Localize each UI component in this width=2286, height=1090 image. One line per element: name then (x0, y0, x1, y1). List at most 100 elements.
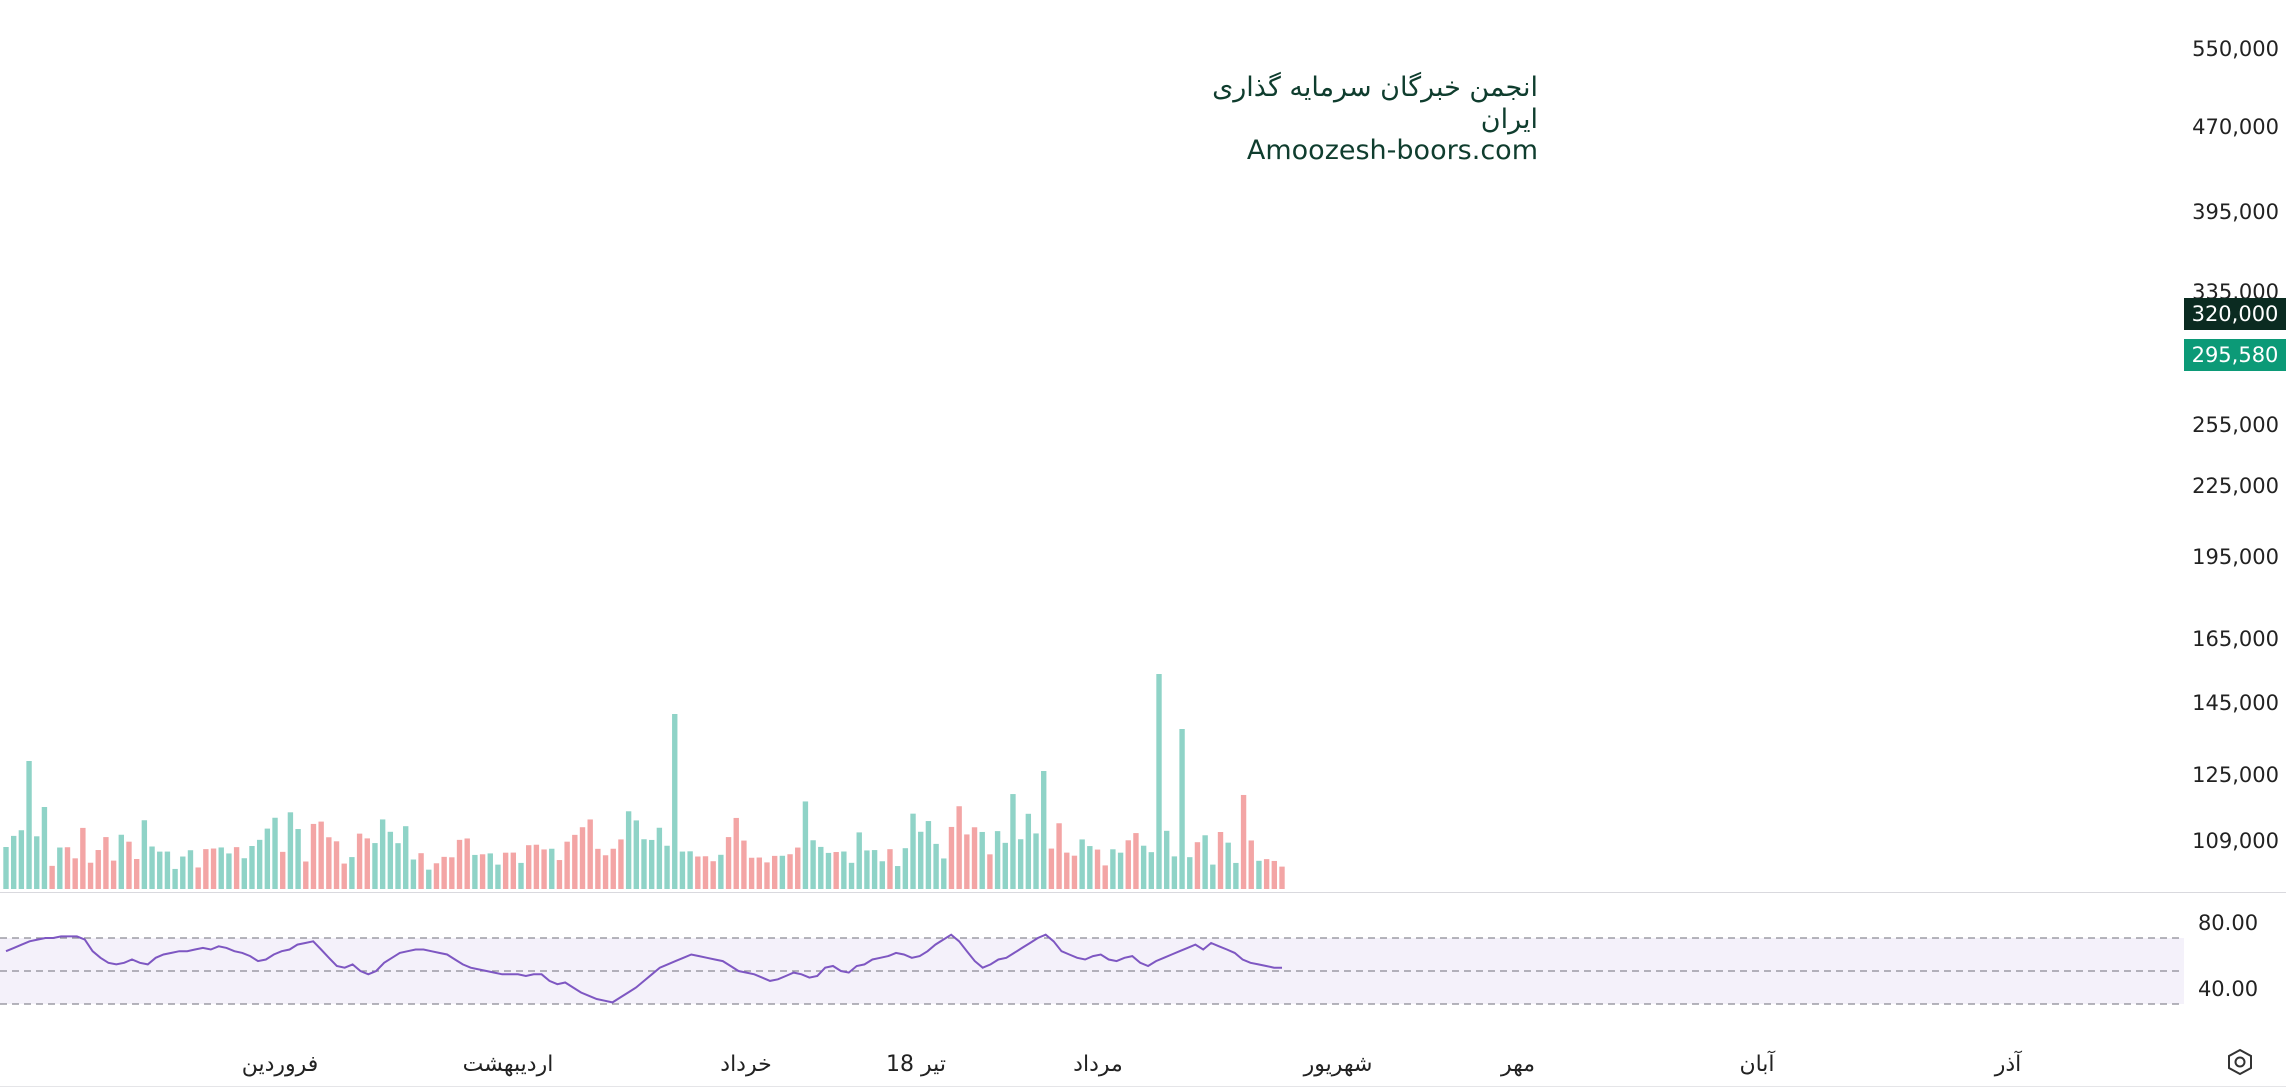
volume-bar (80, 827, 86, 889)
volume-bar (349, 857, 355, 889)
volume-bar (902, 848, 909, 889)
price-tick-label: 109,000 (2192, 829, 2279, 853)
volume-bar (226, 853, 232, 889)
volume-bar (964, 834, 970, 889)
volume-bar (164, 851, 171, 889)
volume-bar (1117, 852, 1124, 889)
volume-bar (502, 852, 509, 889)
volume-bar (956, 806, 962, 889)
volume-bar (702, 856, 709, 889)
volume-bar (795, 847, 801, 889)
price-tick-label: 395,000 (2192, 200, 2279, 224)
volume-bar (741, 840, 747, 889)
rsi-separator[interactable] (0, 892, 2286, 893)
volume-bar (771, 855, 778, 889)
volume-bar (287, 812, 294, 889)
volume-bar (871, 850, 878, 889)
volume-bar (403, 826, 409, 889)
volume-bar (672, 714, 678, 889)
volume-bar (810, 840, 816, 889)
volume-bar (1179, 729, 1185, 889)
volume-bar (64, 847, 71, 889)
price-tick-label: 225,000 (2192, 474, 2279, 498)
volume-bar (233, 847, 240, 889)
volume-bar (1110, 849, 1116, 889)
volume-bar (1048, 848, 1055, 889)
time-tick-label: فروردین (242, 1052, 319, 1077)
volume-bar (856, 832, 862, 889)
price-tick-label: 145,000 (2192, 691, 2279, 715)
volume-bar (879, 861, 885, 889)
volume-bar (679, 851, 686, 889)
volume-bar (133, 859, 140, 889)
volume-bar (256, 839, 263, 889)
volume-bar (387, 831, 394, 889)
volume-bar (556, 860, 563, 889)
volume-bar (272, 817, 278, 889)
volume-bar (595, 848, 601, 889)
volume-bar (641, 839, 647, 889)
volume-bar (1202, 835, 1208, 889)
volume-bar (541, 849, 547, 889)
volume-bar (518, 862, 524, 889)
volume-bar (1079, 839, 1085, 889)
volume-bar (1171, 856, 1178, 889)
rsi-panel: 80.00 40.00 (0, 911, 2258, 1005)
volume-bar (787, 854, 793, 889)
volume-bar (180, 856, 186, 889)
volume-bar (910, 813, 916, 889)
volume-histogram (3, 674, 1285, 889)
volume-bar (318, 821, 324, 889)
volume-bar (456, 839, 463, 889)
volume-bar (426, 869, 432, 889)
volume-bar (718, 854, 724, 889)
volume-bar (310, 823, 317, 889)
volume-bar (756, 857, 762, 889)
volume-bar (157, 851, 163, 889)
volume-bar (395, 843, 401, 889)
volume-bar (1217, 832, 1224, 889)
volume-bar (918, 831, 924, 889)
volume-bar (779, 855, 786, 889)
volume-bar (764, 862, 770, 889)
time-tick-label: آبان (1739, 1050, 1775, 1077)
volume-bar (633, 820, 640, 889)
volume-bar (656, 827, 663, 889)
price-tick-label: 550,000 (2192, 37, 2279, 61)
settings-hexagon-icon[interactable] (2226, 1048, 2254, 1076)
volume-bar (1194, 842, 1201, 889)
volume-bar (733, 817, 739, 889)
time-axis: فروردین اردیبهشت خرداد 18 تیر مرداد شهریور مهر… (242, 1050, 2022, 1077)
rsi-tick-label: 80.00 (2198, 911, 2258, 935)
volume-bar (1041, 771, 1047, 889)
volume-bar (49, 865, 55, 889)
volume-bar (326, 837, 332, 889)
level-price-tag[interactable]: 320,000 (2184, 298, 2286, 330)
volume-bar (710, 861, 716, 889)
time-tick-label: 18 تیر (886, 1052, 946, 1077)
volume-bar (1256, 860, 1262, 889)
volume-bar (887, 849, 893, 889)
volume-bar (564, 841, 570, 889)
volume-bar (249, 846, 255, 889)
volume-bar (364, 838, 370, 889)
volume-bar (1002, 842, 1008, 889)
volume-bar (341, 863, 347, 889)
volume-bar (894, 866, 901, 889)
volume-bar (3, 847, 9, 889)
volume-bar (195, 867, 201, 889)
volume-bar (1271, 860, 1278, 889)
volume-bar (87, 862, 94, 889)
price-tick-label: 195,000 (2192, 545, 2279, 569)
volume-bar (26, 761, 32, 889)
volume-bar (802, 801, 809, 889)
current-price-tag[interactable]: 295,580 (2184, 339, 2286, 371)
volume-bar (549, 848, 555, 889)
volume-bar (533, 844, 540, 889)
price-tick-label: 125,000 (2192, 763, 2279, 787)
volume-bar (725, 837, 732, 889)
volume-bar (172, 868, 178, 889)
volume-bar (994, 831, 1001, 889)
volume-bar (941, 858, 947, 889)
